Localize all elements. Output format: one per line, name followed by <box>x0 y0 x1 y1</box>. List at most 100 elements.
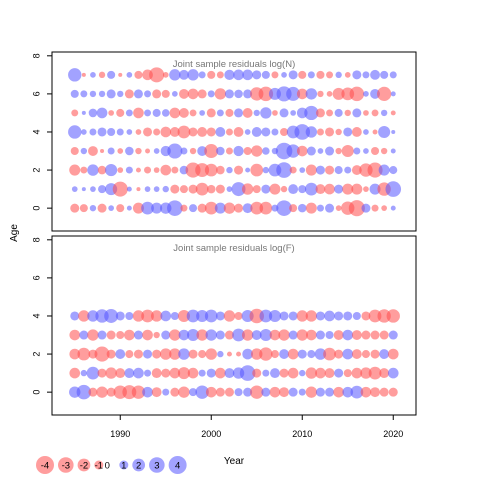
residual-bubble <box>106 387 116 397</box>
residual-bubble <box>149 67 165 83</box>
legend-label: 4 <box>175 461 180 472</box>
residual-bubble <box>126 186 132 192</box>
residual-bubble <box>169 107 181 119</box>
residual-bubble <box>276 162 292 178</box>
residual-bubble <box>226 186 233 192</box>
residual-bubble <box>177 125 191 139</box>
residual-bubble <box>351 367 363 379</box>
residual-bubble <box>305 126 318 138</box>
residual-bubble <box>352 311 361 321</box>
residual-bubble <box>153 167 160 173</box>
residual-bubble <box>117 167 124 173</box>
residual-bubble <box>335 71 342 79</box>
residual-bubble <box>197 203 207 213</box>
residual-bubble <box>198 369 206 377</box>
residual-bubble <box>316 128 324 136</box>
residual-bubble <box>288 330 298 340</box>
residual-bubble <box>70 311 80 321</box>
residual-bubble <box>112 181 128 197</box>
residual-bubble <box>141 309 154 323</box>
residual-bubble <box>234 165 244 175</box>
residual-bubble <box>286 144 300 158</box>
residual-bubble <box>305 367 318 379</box>
residual-bubble <box>298 388 306 396</box>
residual-bubble <box>81 129 87 135</box>
residual-bubble <box>370 330 380 340</box>
y-tick-label: 0 <box>31 206 41 211</box>
residual-bubble <box>115 311 125 321</box>
residual-bubble <box>269 183 281 195</box>
legend-label: -2 <box>80 461 88 472</box>
residual-bubble <box>97 203 107 213</box>
residual-bubble <box>241 329 254 341</box>
residual-bubble <box>81 110 86 115</box>
residual-bubble <box>153 331 160 339</box>
residual-bubble <box>296 310 308 322</box>
residual-bubble <box>108 205 114 211</box>
residual-bubble <box>116 108 125 117</box>
residual-bubble <box>153 128 161 136</box>
residual-bubble <box>324 310 335 322</box>
residual-bubble <box>342 386 354 398</box>
residual-bubble <box>150 310 163 322</box>
residual-bubble <box>360 386 372 398</box>
residual-bubble <box>215 127 226 137</box>
residual-bubble <box>389 166 398 175</box>
legend-bubble <box>94 460 104 470</box>
residual-bubble <box>125 166 133 174</box>
y-tick-label: 8 <box>31 237 41 242</box>
residual-bubble <box>325 330 334 340</box>
legend-bubble <box>132 458 146 472</box>
residual-bubble <box>170 387 180 397</box>
residual-bubble <box>279 311 289 321</box>
residual-bubble <box>251 127 262 137</box>
residual-bubble <box>335 128 342 136</box>
residual-bubble <box>250 163 264 177</box>
residual-bubble <box>299 369 306 377</box>
residual-bubble <box>387 367 399 379</box>
residual-bubble <box>316 70 325 79</box>
residual-bubble <box>304 105 319 121</box>
residual-bubble <box>167 143 183 159</box>
residual-bubble <box>169 127 180 137</box>
residual-bubble <box>162 185 169 193</box>
residual-bubble <box>151 368 162 379</box>
residual-bubble <box>97 165 107 175</box>
residual-bubble <box>259 328 272 342</box>
residual-bubble <box>325 146 335 156</box>
residual-bubble <box>334 166 343 175</box>
legend-bubble <box>168 456 187 474</box>
residual-bubble <box>68 68 82 82</box>
residual-bubble <box>152 108 161 117</box>
residual-bubble <box>231 182 246 197</box>
residual-bubble <box>143 127 153 137</box>
residual-bubble <box>144 90 152 98</box>
residual-bubble <box>243 387 253 397</box>
residual-bubble <box>170 184 180 194</box>
y-tick-label: 4 <box>31 129 41 134</box>
residual-bubble <box>317 148 324 154</box>
residual-bubble <box>351 330 362 340</box>
residual-bubble <box>80 369 88 377</box>
residual-bubble <box>206 368 216 378</box>
residual-bubble <box>370 387 380 398</box>
residual-bubble <box>224 387 234 397</box>
residual-bubble <box>125 109 133 117</box>
residual-bubble <box>363 91 369 97</box>
residual-bubble <box>161 330 171 340</box>
residual-bubble <box>259 309 273 323</box>
residual-bubble <box>133 330 143 340</box>
legend-label: -1 <box>95 461 103 472</box>
residual-bubble <box>297 203 307 213</box>
residual-bubble <box>315 367 326 379</box>
residual-bubble <box>187 328 200 342</box>
residual-bubble <box>243 89 253 99</box>
residual-bubble <box>216 165 225 175</box>
residual-bubble <box>370 349 380 359</box>
residual-bubble <box>253 109 260 117</box>
residual-bubble <box>69 348 81 360</box>
residual-bubble <box>214 88 227 100</box>
residual-bubble <box>106 89 116 99</box>
residual-bubble <box>169 329 181 341</box>
residual-bubble <box>196 309 209 323</box>
